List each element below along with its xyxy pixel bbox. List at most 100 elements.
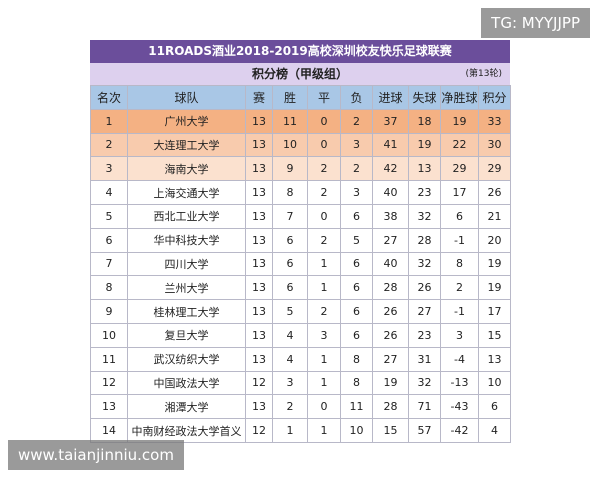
table-cell: 13 [245,322,273,348]
table-cell: 西北工业大学 [127,203,246,229]
table-cell: 4 [272,322,308,348]
column-header: 积分 [478,85,511,110]
table-cell: 13 [245,203,273,229]
table-cell: 42 [372,156,409,182]
table-cell: 7 [272,203,308,229]
table-cell: 6 [340,299,373,324]
table-cell: 2 [307,156,341,182]
table-cell: 1 [307,346,341,372]
table-cell: 6 [340,251,373,277]
column-header: 进球 [372,85,409,110]
table-cell: 19 [478,251,511,277]
table-cell: 17 [440,180,479,205]
table-row: 3 海南大学 13 9 2 2 42 13 29 29 [90,156,511,182]
table-cell: 57 [408,418,441,443]
table-cell: 0 [307,108,341,134]
standings-table: 名次 球队赛胜平负进球 失球 净胜球 积分 1 广州大学 13 11 0 2 37 18 19 33 2 大连… [90,85,511,443]
table-cell: 38 [372,203,409,229]
table-cell: 大连理工大学 [127,132,246,158]
table-row: 7 四川大学 13 6 1 6 40 32 8 19 [90,251,511,277]
table-row: 2 大连理工大学 13 10 0 3 41 19 22 30 [90,132,511,158]
table-row: 1 广州大学 13 11 0 2 37 18 19 33 [90,108,511,134]
table-cell: 20 [478,227,511,253]
table-cell: 15 [478,322,511,348]
table-cell: 13 [245,132,273,158]
table-cell: 13 [245,275,273,301]
table-cell: 19 [478,275,511,301]
table-cell: 27 [372,346,409,372]
table-cell: 23 [408,180,441,205]
table-cell: 6 [478,394,511,420]
table-cell: 40 [372,180,409,205]
table-cell: 19 [372,370,409,396]
table-cell: 7 [90,251,128,277]
table-cell: 13 [245,227,273,253]
table-cell: 11 [272,108,308,134]
watermark: www.taianjinniu.com [8,440,184,470]
table-cell: 26 [478,180,511,205]
table-cell: -1 [440,299,479,324]
table-row: 5 西北工业大学 13 7 0 6 38 32 6 21 [90,203,511,229]
table-cell: 6 [440,203,479,229]
table-row: 6 华中科技大学 13 6 2 5 27 28 -1 20 [90,227,511,253]
table-cell: 2 [307,180,341,205]
table-cell: -13 [440,370,479,396]
table-cell: 13 [245,156,273,182]
table-cell: 8 [440,251,479,277]
table-cell: 12 [245,418,273,443]
table-row: 14 中南财经政法大学首义 12 1 1 10 15 57 -42 4 [90,418,511,443]
table-cell: 30 [478,132,511,158]
table-cell: 13 [478,346,511,372]
table-row: 9 桂林理工大学 13 5 2 6 26 27 -1 17 [90,299,511,324]
table-cell: 26 [372,299,409,324]
table-cell: 6 [340,203,373,229]
table-cell: 32 [408,251,441,277]
table-cell: 11 [90,346,128,372]
table-cell: 3 [307,322,341,348]
column-header: 失球 [408,85,441,110]
table-cell: 29 [478,156,511,182]
table-cell: -42 [440,418,479,443]
table-cell: 13 [245,346,273,372]
table-cell: 31 [408,346,441,372]
subtitle: 积分榜（甲级组） [251,67,348,81]
table-cell: 8 [90,275,128,301]
column-header: 胜 [272,85,308,110]
table-cell: 23 [408,322,441,348]
table-cell: 6 [340,275,373,301]
subtitle-bar: 积分榜（甲级组） (第13轮) [90,63,510,85]
table-cell: 19 [440,108,479,134]
table-cell: 28 [372,394,409,420]
table-cell: 12 [245,370,273,396]
header-row: 名次 球队赛胜平负进球 失球 净胜球 积分 [90,85,511,110]
table-cell: 21 [478,203,511,229]
table-cell: 中国政法大学 [127,370,246,396]
table-cell: 71 [408,394,441,420]
table-cell: 13 [245,394,273,420]
table-cell: 15 [372,418,409,443]
table-cell: 27 [408,299,441,324]
table-cell: 13 [245,180,273,205]
table-cell: -43 [440,394,479,420]
table-cell: 海南大学 [127,156,246,182]
table-cell: 1 [90,108,128,134]
column-header: 名次 [90,85,128,110]
table-cell: 13 [245,251,273,277]
table-cell: 37 [372,108,409,134]
table-cell: 1 [272,418,308,443]
table-cell: 13 [245,299,273,324]
table-cell: 0 [307,394,341,420]
table-cell: 桂林理工大学 [127,299,246,324]
table-cell: 8 [340,370,373,396]
column-header: 平 [307,85,341,110]
table-cell: 29 [440,156,479,182]
round: (第13轮) [465,69,502,79]
table-cell: 32 [408,203,441,229]
table-cell: 5 [340,227,373,253]
table-cell: 10 [478,370,511,396]
table-cell: 12 [90,370,128,396]
table-cell: 13 [245,108,273,134]
table-cell: 8 [340,346,373,372]
table-cell: 26 [372,322,409,348]
